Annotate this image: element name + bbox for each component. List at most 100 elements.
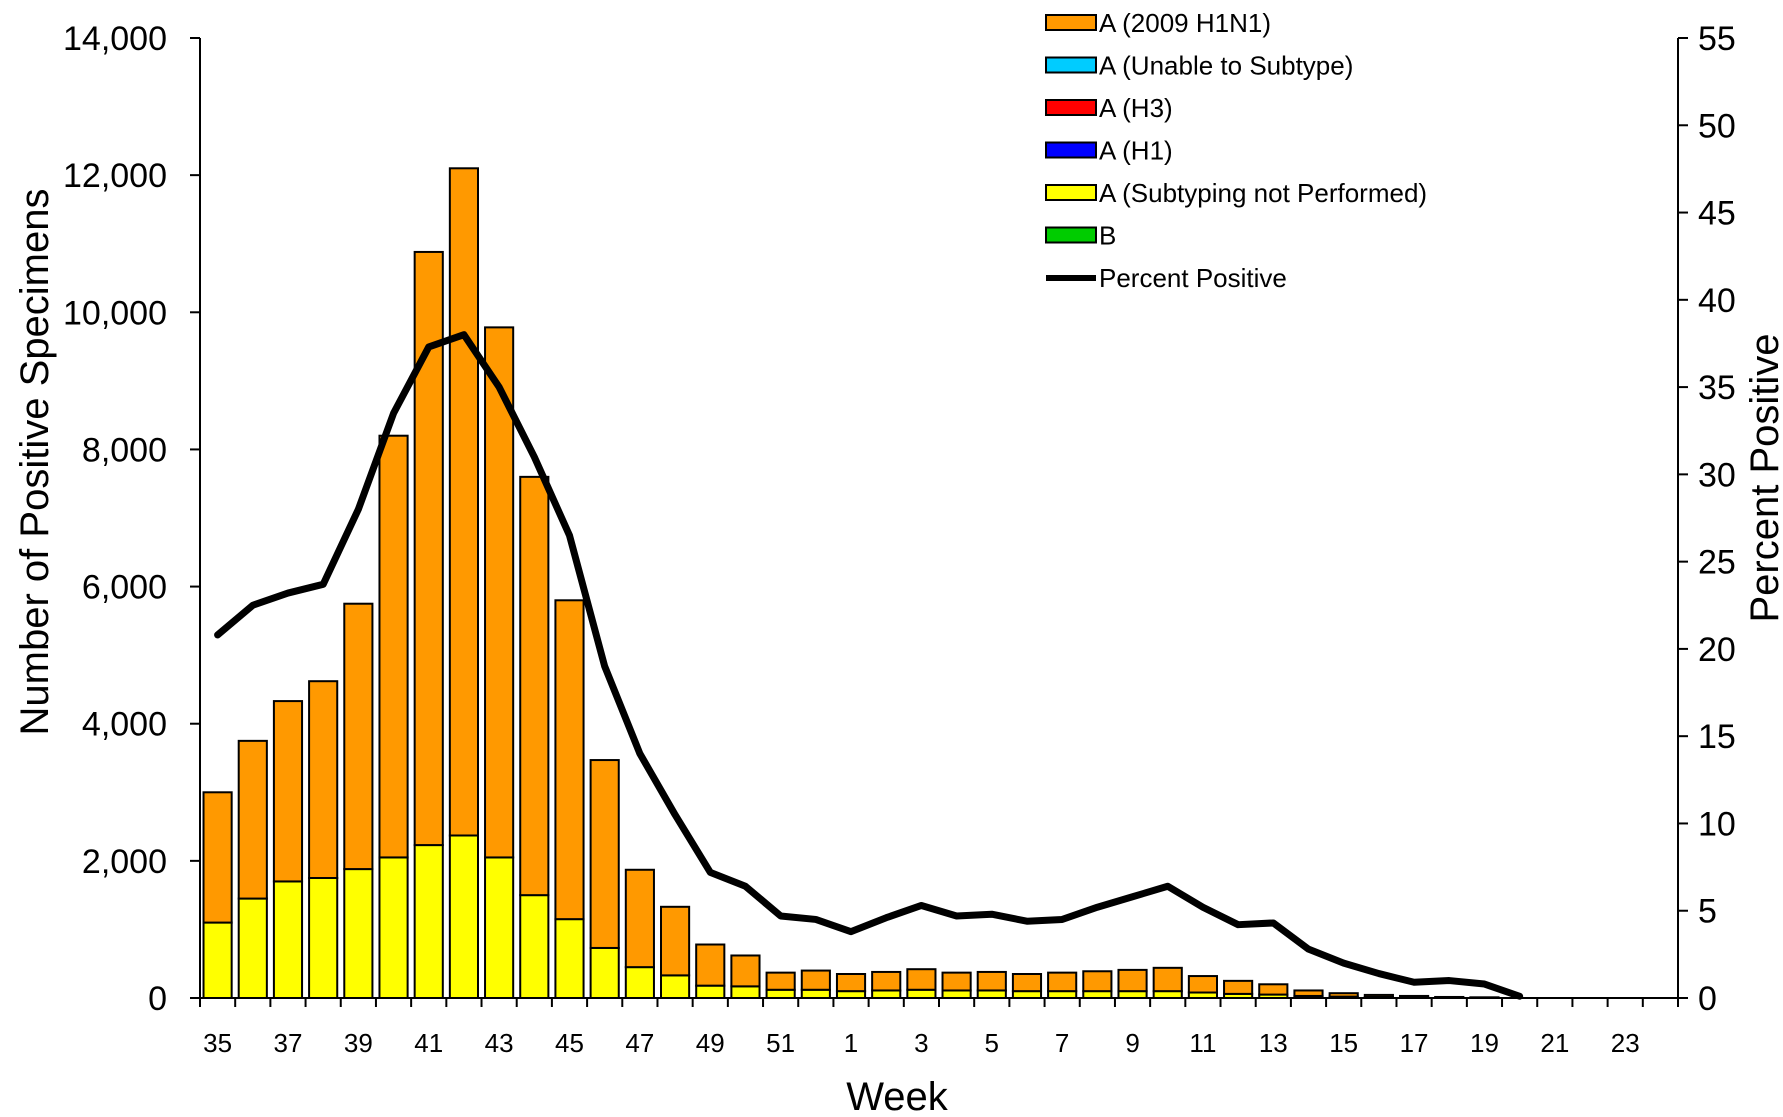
bar-a-subtyping-not-performed--43 xyxy=(484,856,515,999)
bar-a-2009-h1n1--39 xyxy=(343,602,374,871)
legend-label: A (Unable to Subtype) xyxy=(1099,51,1353,81)
y2-tick-label: 5 xyxy=(1698,893,1717,931)
bar-a-2009-h1n1--51 xyxy=(765,971,796,991)
x-tick-label: 39 xyxy=(344,1028,373,1058)
y2-tick-label: 55 xyxy=(1698,20,1736,58)
y2-tick-label: 35 xyxy=(1698,369,1736,407)
x-tick-label: 43 xyxy=(485,1028,514,1058)
bar-a-2009-h1n1--14 xyxy=(1293,989,1324,997)
y2-tick-label: 10 xyxy=(1698,805,1736,843)
bar-a-2009-h1n1--8 xyxy=(1082,970,1113,993)
legend-swatch xyxy=(1045,226,1097,244)
bar-a-subtyping-not-performed--52 xyxy=(800,988,831,1000)
bar-a-subtyping-not-performed--35 xyxy=(202,921,233,1000)
bar-a-subtyping-not-performed--7 xyxy=(1047,990,1078,1000)
bars-layer xyxy=(202,167,1500,1000)
x-tick-label: 15 xyxy=(1329,1028,1358,1058)
x-tick-label: 45 xyxy=(555,1028,584,1058)
bar-a-2009-h1n1--10 xyxy=(1152,966,1183,993)
x-axis-title: Week xyxy=(846,1075,949,1117)
x-tick-label: 11 xyxy=(1189,1028,1216,1058)
x-tick-label: 13 xyxy=(1259,1028,1288,1058)
bar-a-subtyping-not-performed--2 xyxy=(871,989,902,1000)
x-tick-label: 7 xyxy=(1055,1028,1069,1058)
x-tick-label: 37 xyxy=(274,1028,303,1058)
bar-a-2009-h1n1--16 xyxy=(1363,993,1394,998)
bar-a-2009-h1n1--36 xyxy=(237,739,268,900)
bar-a-2009-h1n1--40 xyxy=(378,434,409,859)
bar-a-2009-h1n1--38 xyxy=(308,680,339,880)
bar-a-subtyping-not-performed--10 xyxy=(1152,990,1183,1000)
bar-a-subtyping-not-performed--8 xyxy=(1082,990,1113,1000)
y-tick-label: 2,000 xyxy=(82,843,167,881)
bar-a-subtyping-not-performed--5 xyxy=(976,989,1007,1000)
y2-tick-label: 15 xyxy=(1698,718,1736,756)
x-tick-label: 17 xyxy=(1400,1028,1429,1058)
bar-a-2009-h1n1--52 xyxy=(800,969,831,991)
bar-a-2009-h1n1--37 xyxy=(272,700,304,883)
bar-a-2009-h1n1--6 xyxy=(1011,973,1043,993)
bar-a-2009-h1n1--13 xyxy=(1258,983,1289,996)
bar-a-2009-h1n1--46 xyxy=(589,759,620,949)
legend-swatch xyxy=(1045,184,1097,201)
x-tick-label: 47 xyxy=(625,1028,654,1058)
line-percent-positive xyxy=(214,331,1524,1000)
bar-a-2009-h1n1--35 xyxy=(202,791,233,924)
bar-a-subtyping-not-performed--9 xyxy=(1117,990,1148,1000)
line-layer xyxy=(214,331,1524,1000)
bar-a-2009-h1n1--11 xyxy=(1187,975,1218,994)
y-tick-label: 14,000 xyxy=(63,20,167,58)
bar-a-2009-h1n1--44 xyxy=(519,475,550,897)
bar-a-subtyping-not-performed--51 xyxy=(765,988,796,1000)
bar-a-2009-h1n1--1 xyxy=(835,973,867,993)
bar-a-subtyping-not-performed--39 xyxy=(343,868,374,1000)
y-tick-label: 10,000 xyxy=(63,294,167,332)
bar-a-2009-h1n1--15 xyxy=(1328,992,1359,998)
x-tick-label: 41 xyxy=(414,1028,443,1058)
bar-a-2009-h1n1--49 xyxy=(695,943,726,987)
bar-a-2009-h1n1--4 xyxy=(941,971,972,992)
bar-a-2009-h1n1--12 xyxy=(1223,979,1254,995)
bar-a-subtyping-not-performed--46 xyxy=(589,946,620,1000)
x-tick-label: 19 xyxy=(1470,1028,1499,1058)
y-axis-title: Number of Positive Specimens xyxy=(13,189,57,736)
x-tick-label: 35 xyxy=(203,1028,232,1058)
bar-a-subtyping-not-performed--38 xyxy=(308,877,339,999)
y2-tick-label: 45 xyxy=(1698,195,1736,233)
x-tick-label: 3 xyxy=(914,1028,928,1058)
legend-label: Percent Positive xyxy=(1099,263,1287,293)
y2-tick-label: 50 xyxy=(1698,107,1736,145)
bar-a-2009-h1n1--2 xyxy=(871,970,902,992)
bar-a-subtyping-not-performed--42 xyxy=(448,834,480,999)
y2-tick-label: 30 xyxy=(1698,456,1736,494)
x-tick-label: 5 xyxy=(985,1028,999,1058)
bar-a-2009-h1n1--5 xyxy=(976,970,1007,992)
bar-a-subtyping-not-performed--41 xyxy=(413,844,444,1000)
legend-swatch xyxy=(1045,99,1097,116)
bar-a-subtyping-not-performed--48 xyxy=(660,974,691,999)
y2-tick-label: 40 xyxy=(1698,282,1736,320)
bar-a-2009-h1n1--47 xyxy=(624,868,655,969)
x-tick-label: 9 xyxy=(1125,1028,1139,1058)
bar-a-2009-h1n1--9 xyxy=(1117,968,1148,993)
bar-a-subtyping-not-performed--44 xyxy=(519,894,550,1000)
y2-tick-label: 20 xyxy=(1698,631,1736,669)
bar-a-2009-h1n1--48 xyxy=(660,905,691,977)
y2-axis-title: Percent Positive xyxy=(1743,333,1783,622)
bar-a-subtyping-not-performed--3 xyxy=(906,988,937,1000)
bar-a-2009-h1n1--7 xyxy=(1047,971,1078,993)
y-tick-label: 0 xyxy=(148,980,167,1018)
x-tick-label: 1 xyxy=(844,1028,858,1058)
bar-a-subtyping-not-performed--6 xyxy=(1011,990,1043,1000)
legend-label: B xyxy=(1099,221,1116,251)
y-tick-label: 6,000 xyxy=(82,569,167,607)
legend-label: A (2009 H1N1) xyxy=(1099,8,1271,38)
x-tick-label: 23 xyxy=(1611,1028,1640,1058)
bar-a-subtyping-not-performed--47 xyxy=(624,966,655,1000)
y2-tick-label: 25 xyxy=(1698,544,1736,582)
bar-a-2009-h1n1--50 xyxy=(730,954,761,988)
bar-a-2009-h1n1--43 xyxy=(484,326,515,859)
bar-a-subtyping-not-performed--4 xyxy=(941,989,972,1000)
